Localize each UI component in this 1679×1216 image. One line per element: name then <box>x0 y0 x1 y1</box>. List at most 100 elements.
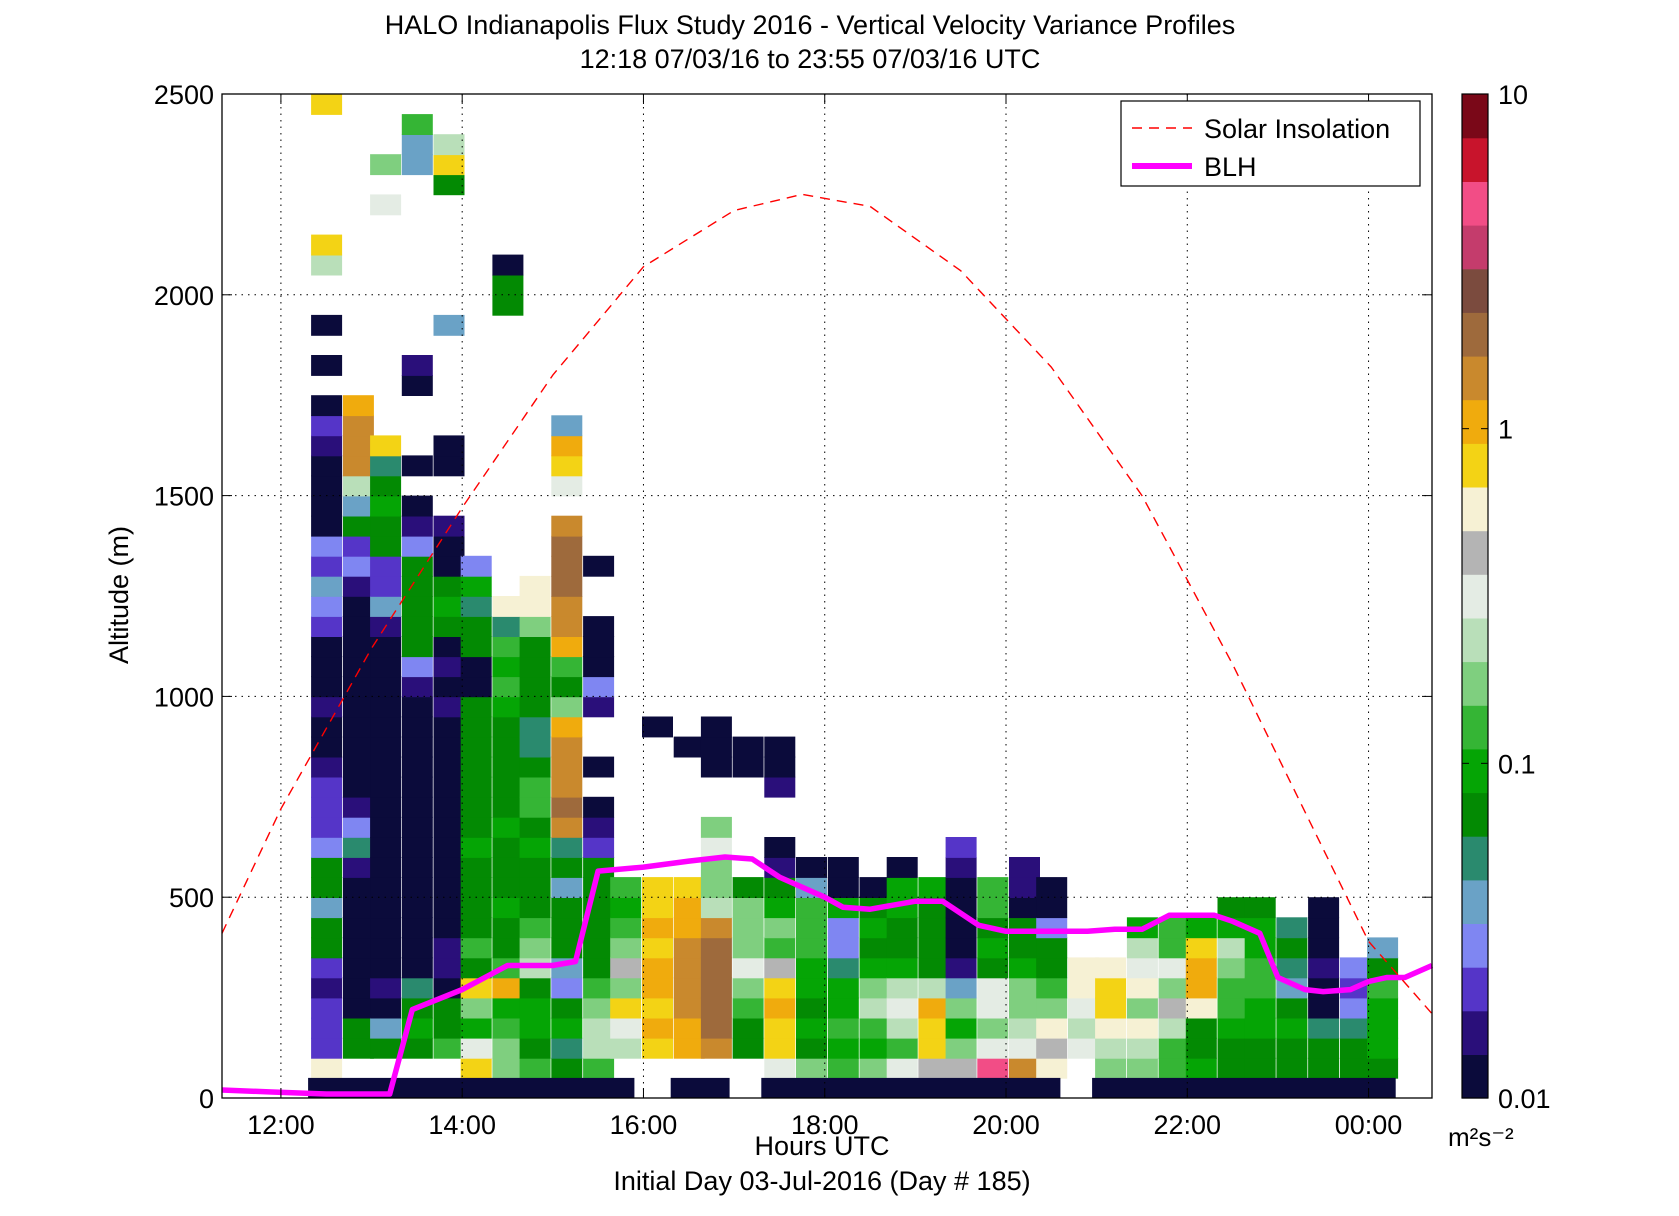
x-tick-label: 12:00 <box>247 1110 315 1140</box>
heatmap-cell <box>433 816 465 838</box>
x-tick-label: 18:00 <box>791 1110 859 1140</box>
heatmap-cell <box>1009 1037 1040 1059</box>
heatmap-cell <box>342 977 374 999</box>
heatmap-cell <box>583 636 615 658</box>
heatmap-cell <box>370 997 402 1019</box>
heatmap-cell <box>945 1017 977 1039</box>
heatmap-cell-floor <box>1092 1077 1396 1098</box>
heatmap-cell <box>1244 977 1276 999</box>
heatmap-cell <box>342 475 374 497</box>
heatmap-cell <box>311 837 343 858</box>
heatmap-cell <box>311 776 343 798</box>
heatmap-cell <box>1217 1017 1249 1039</box>
heatmap-cell <box>859 877 891 898</box>
colorbar-swatch <box>1462 181 1488 226</box>
colorbar-unit: m²s⁻² <box>1448 1122 1514 1152</box>
heatmap-cell <box>460 756 492 778</box>
heatmap-cell <box>610 997 642 1019</box>
heatmap-cell <box>433 1017 465 1039</box>
heatmap-cell <box>460 716 492 738</box>
heatmap-cell <box>551 415 583 437</box>
heatmap-cell <box>700 937 732 959</box>
heatmap-cell <box>1036 1017 1068 1039</box>
heatmap-cell <box>886 1057 918 1079</box>
heatmap-cell <box>460 897 492 919</box>
heatmap-cell <box>583 1017 615 1039</box>
heatmap-cell <box>342 776 374 798</box>
heatmap-cell <box>827 997 859 1019</box>
heatmap-cell <box>519 897 551 919</box>
heatmap-cell <box>583 957 615 979</box>
heatmap-cell <box>492 937 524 959</box>
heatmap-cell <box>342 917 374 939</box>
y-tick-label: 0 <box>199 1084 214 1114</box>
heatmap-cell <box>886 857 918 878</box>
heatmap-cell <box>1009 917 1040 939</box>
heatmap-cell <box>859 997 891 1019</box>
heatmap-cell <box>433 897 465 919</box>
heatmap-cell <box>370 515 402 537</box>
heatmap-cell <box>1126 1057 1158 1079</box>
heatmap-cell <box>342 395 374 417</box>
heatmap-cell <box>859 1037 891 1059</box>
colorbar-swatch <box>1462 879 1488 924</box>
heatmap-cell <box>551 877 583 898</box>
heatmap-cell <box>492 917 524 939</box>
heatmap-cell <box>370 776 402 798</box>
heatmap-cell <box>311 314 343 336</box>
heatmap-cell <box>401 455 433 477</box>
heatmap-cell <box>342 415 374 437</box>
heatmap-cell <box>401 575 433 597</box>
heatmap-cell <box>583 796 615 818</box>
heatmap-cell <box>610 1037 642 1059</box>
heatmap-cell <box>700 897 732 919</box>
heatmap-cell <box>1217 897 1249 919</box>
heatmap-cell <box>370 676 402 698</box>
heatmap-cell <box>700 857 732 878</box>
heatmap-cell <box>433 575 465 597</box>
heatmap-cell <box>311 857 343 878</box>
legend-box <box>1120 100 1421 187</box>
heatmap-cell <box>1185 917 1217 939</box>
heatmap-cell <box>1367 1037 1399 1059</box>
heatmap-cell <box>433 455 465 477</box>
heatmap-cell <box>519 837 551 858</box>
heatmap-cell <box>370 575 402 597</box>
heatmap-cell <box>1036 977 1068 999</box>
heatmap-cell <box>1068 957 1099 979</box>
heatmap-cell <box>311 234 343 256</box>
heatmap-cell <box>1276 997 1308 1019</box>
heatmap-cell <box>401 897 433 919</box>
heatmap-cell <box>583 917 615 939</box>
heatmap-cell <box>342 736 374 758</box>
heatmap-cell <box>433 174 465 196</box>
heatmap-cell <box>700 917 732 939</box>
heatmap-cell <box>551 796 583 818</box>
heatmap-cell <box>1036 957 1068 979</box>
heatmap-cell <box>342 756 374 778</box>
heatmap-cell <box>551 736 583 758</box>
heatmap-cell <box>551 676 583 698</box>
heatmap-cell <box>886 917 918 939</box>
heatmap-cell <box>370 1017 402 1039</box>
heatmap-cell <box>370 1037 402 1059</box>
heatmap-cell <box>796 857 827 878</box>
heatmap-cell <box>859 1017 891 1039</box>
heatmap-cell <box>342 535 374 557</box>
heatmap-cell <box>1367 937 1399 959</box>
heatmap-cell <box>311 977 343 999</box>
heatmap-cell <box>827 1037 859 1059</box>
heatmap-cell <box>433 776 465 798</box>
heatmap-cell <box>460 676 492 698</box>
heatmap-cell <box>401 776 433 798</box>
heatmap-cell-floor <box>761 1077 1061 1098</box>
heatmap-cell <box>1009 977 1040 999</box>
heatmap-cell <box>1068 997 1099 1019</box>
heatmap-cell <box>977 977 1009 999</box>
heatmap-cell <box>700 997 732 1019</box>
heatmap-cell <box>1339 997 1371 1019</box>
heatmap-cell <box>492 676 524 698</box>
heatmap-cell <box>886 1017 918 1039</box>
heatmap-cell <box>1158 997 1190 1019</box>
heatmap-cell <box>519 616 551 637</box>
